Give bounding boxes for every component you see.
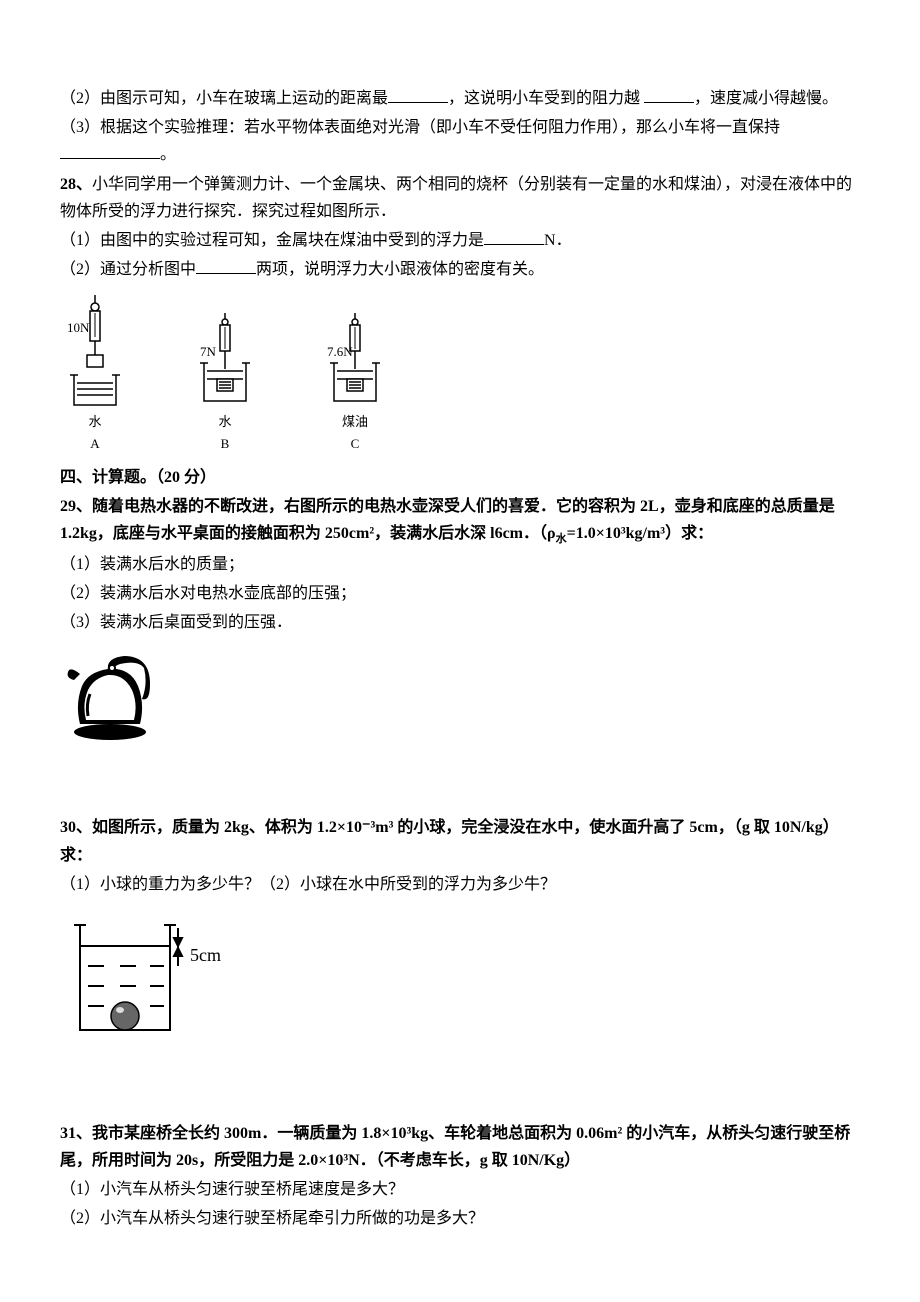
liquid-c: 煤油 — [342, 411, 368, 433]
q27-part3: （3）根据这个实验推理：若水平物体表面绝对光滑（即小车不受任何阻力作用），那么小… — [60, 114, 860, 168]
q29-text: 随着电热水器的不断改进，右图所示的电热水壶深受人们的喜爱．它的容积为 2L，壶身… — [60, 498, 835, 542]
spring-scale-c-icon — [320, 311, 390, 411]
q27-p2b-text: ，这说明小车受到的阻力越 — [448, 90, 640, 107]
q28-p2b-text: 两项，说明浮力大小跟液体的密度有关。 — [256, 261, 544, 278]
q30-number: 30、 — [60, 819, 92, 836]
liquid-b: 水 — [218, 411, 231, 433]
q30-text: 如图所示，质量为 2kg、体积为 1.2×10⁻³m³ 的小球，完全浸没在水中，… — [60, 819, 839, 863]
q28-p1-unit: N． — [544, 232, 572, 249]
q27-part2: （2）由图示可知，小车在玻璃上运动的距离最 ，这说明小车受到的阻力越 ，速度减小得… — [60, 85, 860, 112]
spring-scale-b-icon — [190, 311, 260, 411]
kettle-icon — [60, 644, 170, 744]
q31-intro: 31、我市某座桥全长约 300m．一辆质量为 1.8×10³kg、车轮着地总面积… — [60, 1120, 860, 1174]
label-c: C — [351, 433, 360, 455]
q28-intro-text: 小华同学用一个弹簧测力计、一个金属块、两个相同的烧杯（分别装有一定量的水和煤油）… — [60, 176, 852, 220]
beaker-ball-icon — [60, 910, 190, 1040]
section-4-text: 四、计算题。（20 分） — [60, 469, 216, 486]
q28-number: 28、 — [60, 176, 92, 193]
q29-part2: （2）装满水后水对电热水壶底部的压强； — [60, 580, 860, 607]
q31-part1: （1）小汽车从桥头匀速行驶至桥尾速度是多大？ — [60, 1176, 860, 1203]
q28-figure-a: 10N 水 A — [60, 293, 130, 455]
liquid-a: 水 — [88, 411, 101, 433]
q27-p2-text: （2）由图示可知，小车在玻璃上运动的距离最 — [60, 90, 388, 107]
q29-part1: （1）装满水后水的质量； — [60, 551, 860, 578]
q28-figure-b: 7N 水 B — [190, 311, 260, 455]
q29-sub: 水 — [556, 533, 567, 545]
q31-part2: （2）小汽车从桥头匀速行驶至桥尾牵引力所做的功是多大？ — [60, 1205, 860, 1232]
q29-intro: 29、随着电热水器的不断改进，右图所示的电热水壶深受人们的喜爱．它的容积为 2L… — [60, 493, 860, 549]
q28-part1: （1）由图中的实验过程可知，金属块在煤油中受到的浮力是 N． — [60, 227, 860, 254]
spring-scale-a-icon — [60, 293, 130, 413]
blank-field[interactable] — [644, 87, 694, 103]
q28-p2-text: （2）通过分析图中 — [60, 261, 196, 278]
label-b: B — [221, 433, 230, 455]
q29-part3: （3）装满水后桌面受到的压强． — [60, 609, 860, 636]
q28-p1-text: （1）由图中的实验过程可知，金属块在煤油中受到的浮力是 — [60, 232, 484, 249]
blank-field[interactable] — [60, 143, 160, 159]
q30-part1: （1）小球的重力为多少牛？（2）小球在水中所受到的浮力为多少牛？ — [60, 871, 860, 898]
q30-annotation: 5cm — [190, 940, 221, 971]
q27-p3-text: （3）根据这个实验推理：若水平物体表面绝对光滑（即小车不受任何阻力作用），那么小… — [60, 119, 780, 136]
q28-part2: （2）通过分析图中 两项，说明浮力大小跟液体的密度有关。 — [60, 256, 860, 283]
section-4-heading: 四、计算题。（20 分） — [60, 464, 860, 491]
label-a: A — [90, 433, 99, 455]
q27-p2c-text: ，速度减小得越慢。 — [694, 90, 838, 107]
q27-p3end: 。 — [160, 146, 176, 163]
q30-intro: 30、如图所示，质量为 2kg、体积为 1.2×10⁻³m³ 的小球，完全浸没在… — [60, 814, 860, 868]
q28-figures: 10N 水 A 7N 水 B — [60, 293, 860, 455]
q31-number: 31、 — [60, 1125, 92, 1142]
blank-field[interactable] — [196, 258, 256, 274]
blank-field[interactable] — [484, 229, 544, 245]
blank-field[interactable] — [388, 87, 448, 103]
q28-intro: 28、小华同学用一个弹簧测力计、一个金属块、两个相同的烧杯（分别装有一定量的水和… — [60, 171, 860, 225]
q29-text2: =1.0×10³kg/m³）求： — [567, 525, 714, 542]
q29-number: 29、 — [60, 498, 92, 515]
q28-figure-c: 7.6N 煤油 C — [320, 311, 390, 455]
q31-text: 我市某座桥全长约 300m．一辆质量为 1.8×10³kg、车轮着地总面积为 0… — [60, 1125, 850, 1169]
